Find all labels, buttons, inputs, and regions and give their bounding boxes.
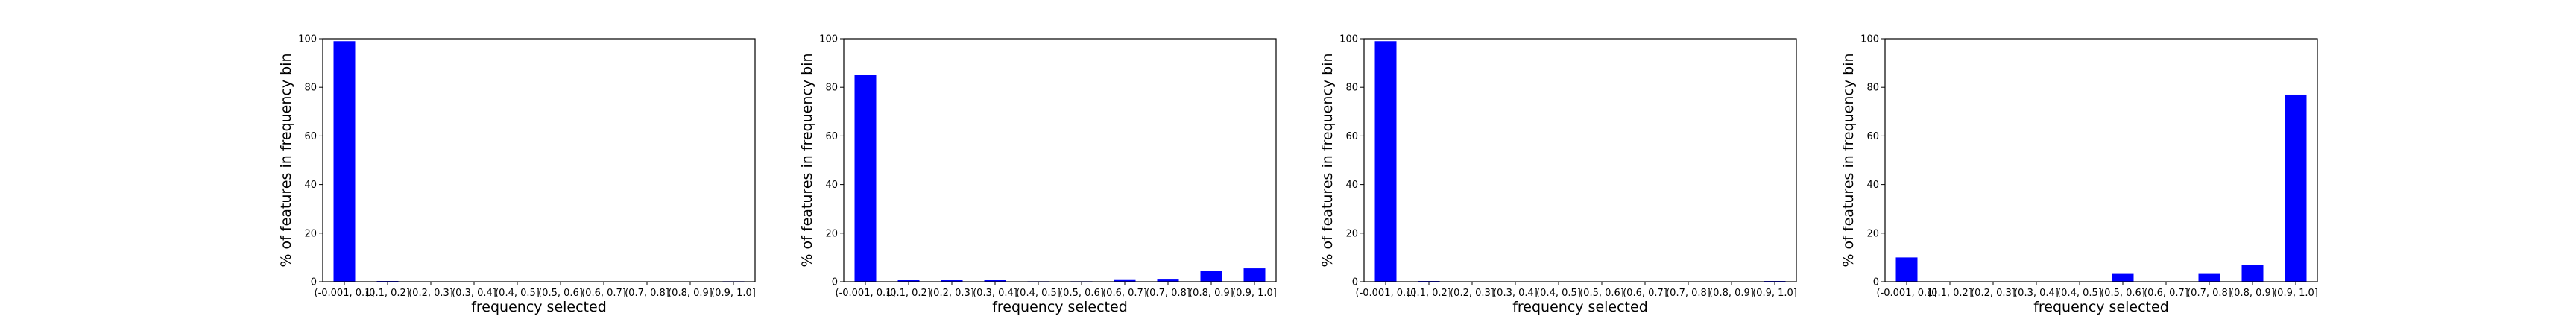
x-tick-label: (0.9, 1.0] [1752,288,1797,299]
bar-8 [1157,279,1179,282]
x-tick-label: (0.6, 0.7] [2144,288,2188,299]
x-tick-label: (0.2, 0.3] [929,288,974,299]
y-tick-label: 80 [304,83,317,94]
x-tick-label: (0.5, 0.6] [1579,288,1624,299]
bar-6 [2112,273,2134,282]
x-tick-label: (0.2, 0.3] [1450,288,1494,299]
x-axis-label: frequency selected [1512,299,1648,315]
x-tick-label: (0.9, 1.0] [711,288,756,299]
y-tick-label: 100 [298,34,317,45]
bar-1 [1374,41,1397,282]
y-tick-label: 40 [1345,180,1358,191]
x-tick-label: (0.8, 0.9] [1709,288,1754,299]
y-tick-label: 40 [304,180,317,191]
x-tick-label: (0.1, 0.2] [886,288,931,299]
bar-1 [333,41,356,282]
x-tick-label: (0.3, 0.4] [2014,288,2059,299]
x-tick-label: (0.9, 1.0] [2273,288,2318,299]
y-tick-label: 20 [1345,228,1358,239]
x-tick-label: (0.5, 0.6] [2100,288,2145,299]
y-tick-label: 0 [832,277,838,288]
y-tick-label: 0 [1352,277,1358,288]
y-tick-label: 100 [819,34,838,45]
x-tick-label: (0.7, 0.8] [1146,288,1190,299]
axes-frame [322,38,756,282]
y-tick-label: 60 [1866,131,1879,142]
y-tick-label: 60 [304,131,317,142]
x-tick-label: (0.1, 0.2] [1407,288,1451,299]
x-tick-label: (0.7, 0.8] [625,288,669,299]
x-tick-label: (0.3, 0.4] [1493,288,1538,299]
x-tick-label: (0.8, 0.9] [668,288,713,299]
x-tick-label: (0.4, 0.5] [1536,288,1581,299]
y-tick-label: 60 [1345,131,1358,142]
x-tick-label: (0.3, 0.4] [973,288,1017,299]
x-tick-label: (0.4, 0.5] [495,288,540,299]
x-axis-label: frequency selected [471,299,607,315]
x-tick-label: (-0.001, 0.1] [1356,288,1416,299]
y-tick-label: 40 [825,180,838,191]
bar-2 [897,280,920,282]
bar-10 [1243,268,1266,282]
bar-4 [984,280,1006,282]
x-tick-label: (0.5, 0.6] [1059,288,1104,299]
x-axis-label: frequency selected [992,299,1128,315]
x-tick-label: (-0.001, 0.1] [315,288,375,299]
x-tick-label: (0.8, 0.9] [1189,288,1234,299]
y-tick-label: 20 [1866,228,1879,239]
bar-8 [2198,273,2220,282]
bar-7 [1114,279,1136,282]
axes-frame [1884,38,2318,282]
x-tick-label: (0.4, 0.5] [1016,288,1061,299]
x-tick-label: (-0.001, 0.1] [836,288,896,299]
y-tick-label: 60 [825,131,838,142]
x-tick-label: (0.7, 0.8] [2187,288,2232,299]
bar-10 [2285,94,2307,282]
x-tick-label: (0.1, 0.2] [365,288,410,299]
y-tick-label: 80 [825,83,838,94]
chart-panel-1: (-0.001, 0.1](0.1, 0.2](0.2, 0.3](0.3, 0… [278,34,756,316]
y-axis-label: % of features in frequency bin [1840,53,1857,267]
chart-panel-3: (-0.001, 0.1](0.1, 0.2](0.2, 0.3](0.3, 0… [1319,34,1797,316]
x-tick-label: (0.6, 0.7] [581,288,626,299]
y-tick-label: 80 [1866,83,1879,94]
y-axis-label: % of features in frequency bin [278,53,294,267]
x-tick-label: (0.6, 0.7] [1102,288,1147,299]
bar-1 [1895,257,1918,282]
y-tick-label: 100 [1860,34,1879,45]
x-tick-label: (0.1, 0.2] [1928,288,1972,299]
y-tick-label: 0 [311,277,317,288]
x-tick-label: (0.2, 0.3] [408,288,453,299]
x-tick-label: (0.7, 0.8] [1666,288,1711,299]
axes-frame [1363,38,1797,282]
bar-1 [854,75,877,282]
x-tick-label: (0.2, 0.3] [1971,288,2015,299]
x-tick-label: (-0.001, 0.1] [1877,288,1937,299]
x-tick-label: (0.3, 0.4] [452,288,496,299]
chart-panel-4: (-0.001, 0.1](0.1, 0.2](0.2, 0.3](0.3, 0… [1840,34,2318,316]
chart-panel-2: (-0.001, 0.1](0.1, 0.2](0.2, 0.3](0.3, 0… [799,34,1277,316]
bar-3 [941,280,963,282]
y-axis-label: % of features in frequency bin [1319,53,1336,267]
x-tick-label: (0.5, 0.6] [538,288,583,299]
bar-9 [1200,271,1222,282]
axes-frame [843,38,1277,282]
bar-9 [2241,265,2264,282]
y-tick-label: 20 [825,228,838,239]
y-axis-label: % of features in frequency bin [799,53,815,267]
y-tick-label: 100 [1339,34,1358,45]
y-tick-label: 0 [1873,277,1879,288]
y-tick-label: 80 [1345,83,1358,94]
x-tick-label: (0.6, 0.7] [1623,288,1667,299]
y-tick-label: 20 [304,228,317,239]
x-tick-label: (0.8, 0.9] [2230,288,2275,299]
x-tick-label: (0.4, 0.5] [2057,288,2102,299]
x-axis-label: frequency selected [2033,299,2169,315]
y-tick-label: 40 [1866,180,1879,191]
x-tick-label: (0.9, 1.0] [1232,288,1277,299]
